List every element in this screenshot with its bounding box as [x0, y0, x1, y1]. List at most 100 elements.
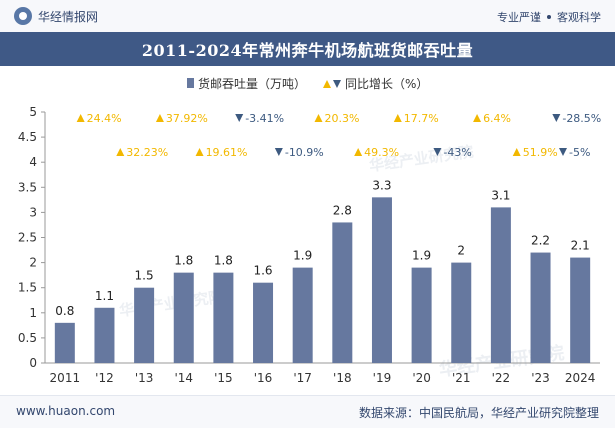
footer: www.huaon.com 数据来源：中国民航局，华经产业研究院整理 — [0, 395, 615, 428]
growth-down-triangle-icon — [235, 114, 244, 122]
title-bar: 2011-2024年常州奔牛机场航班货邮吞吐量 — [0, 32, 615, 66]
brand: 华经情报网 — [14, 7, 98, 25]
chart-title: 2011-2024年常州奔牛机场航班货邮吞吐量 — [141, 41, 474, 60]
x-tick-label: '21 — [452, 371, 471, 385]
bar — [411, 267, 432, 363]
growth-label: -5% — [569, 146, 590, 159]
x-tick-label: '20 — [412, 371, 431, 385]
bar-value-label: 1.8 — [214, 254, 233, 268]
bar — [451, 262, 472, 363]
growth-label: 32.23% — [126, 146, 168, 159]
watermark-text: 华经产业研究院 — [118, 288, 224, 320]
x-tick-label: '23 — [531, 371, 550, 385]
x-tick-label: '16 — [254, 371, 273, 385]
bar — [253, 282, 274, 363]
y-tick-label: 3 — [29, 205, 37, 219]
bar — [332, 222, 353, 363]
bar — [213, 272, 234, 363]
bar — [292, 267, 313, 363]
growth-label: 24.4% — [87, 112, 122, 125]
bar-value-label: 2 — [457, 244, 465, 258]
growth-label: 19.61% — [206, 146, 248, 159]
y-tick-label: 3.5 — [18, 180, 37, 194]
x-tick-label: '17 — [293, 371, 312, 385]
bar — [530, 252, 551, 363]
bar-value-label: 3.3 — [372, 178, 391, 192]
y-tick-label: 4 — [29, 155, 37, 169]
growth-label: -3.41% — [245, 112, 284, 125]
top-bar: 华经情报网 专业严谨 客观科学 — [0, 0, 615, 32]
growth-down-triangle-icon — [552, 114, 561, 122]
y-tick-label: 0.5 — [18, 331, 37, 345]
y-tick-label: 2 — [29, 256, 37, 270]
growth-up-triangle-icon — [116, 148, 125, 156]
legend-series-bar: 货邮吞吐量（万吨） — [198, 76, 306, 91]
growth-up-triangle-icon — [76, 114, 85, 122]
growth-label: -28.5% — [562, 112, 601, 125]
brand-name: 华经情报网 — [38, 9, 99, 24]
bar — [173, 272, 194, 363]
x-tick-label: 2011 — [50, 371, 81, 385]
x-tick-label: '12 — [95, 371, 114, 385]
bar — [94, 307, 115, 363]
bar-value-label: 2.2 — [531, 234, 550, 248]
bar-value-label: 2.1 — [571, 239, 590, 253]
legend-down-triangle-icon — [333, 80, 341, 88]
bar-value-label: 1.5 — [135, 269, 154, 283]
y-tick-label: 1 — [29, 306, 37, 320]
bar — [570, 257, 591, 363]
growth-label: -43% — [443, 146, 471, 159]
bar-chart: 华经产业研究院华经产业研究院华经产业研究院 货邮吞吐量（万吨）同比增长（%） 0… — [18, 76, 601, 385]
x-tick-label: '13 — [135, 371, 154, 385]
growth-label: 6.4% — [483, 112, 511, 125]
growth-down-triangle-icon — [433, 148, 442, 156]
growth-up-triangle-icon — [155, 114, 164, 122]
bar-value-label: 3.1 — [491, 188, 510, 202]
x-tick-label: '19 — [373, 371, 392, 385]
growth-up-triangle-icon — [314, 114, 323, 122]
legend-up-triangle-icon — [323, 80, 331, 88]
growth-up-triangle-icon — [393, 114, 402, 122]
growth-label: 17.7% — [404, 112, 439, 125]
growth-up-triangle-icon — [473, 114, 482, 122]
growth-up-triangle-icon — [512, 148, 521, 156]
x-tick-label: '15 — [214, 371, 233, 385]
x-tick-label: '14 — [174, 371, 193, 385]
brand-logo-icon — [14, 7, 32, 25]
bullet-dot-icon — [547, 15, 551, 19]
growth-label: 49.3% — [364, 146, 399, 159]
x-tick-label: 2024 — [565, 371, 596, 385]
tagline-left: 专业严谨 — [497, 11, 541, 24]
bar-value-label: 0.8 — [55, 304, 74, 318]
y-tick-label: 5 — [29, 105, 37, 119]
bar — [134, 287, 155, 363]
growth-label: 20.3% — [325, 112, 360, 125]
footer-website: www.huaon.com — [16, 404, 116, 418]
bar — [490, 207, 511, 363]
bar — [54, 322, 75, 363]
bar-value-label: 1.9 — [293, 249, 312, 263]
legend-bar-swatch — [187, 78, 194, 88]
bar — [371, 197, 392, 363]
growth-label: 37.92% — [166, 112, 208, 125]
tagline-right: 客观科学 — [557, 11, 601, 24]
growth-label: 51.9% — [523, 146, 558, 159]
x-tick-label: '22 — [492, 371, 511, 385]
growth-up-triangle-icon — [354, 148, 363, 156]
legend-series-growth: 同比增长（%） — [345, 77, 428, 91]
bar-value-label: 1.9 — [412, 249, 431, 263]
bar-value-label: 1.8 — [174, 254, 193, 268]
bar-value-label: 2.8 — [333, 203, 352, 217]
y-tick-label: 0 — [29, 356, 37, 370]
bar-value-label: 1.1 — [95, 289, 114, 303]
growth-label: -10.9% — [285, 146, 324, 159]
y-tick-label: 1.5 — [18, 281, 37, 295]
growth-down-triangle-icon — [559, 148, 567, 156]
bar-value-label: 1.6 — [253, 264, 272, 278]
footer-source: 数据来源：中国民航局，华经产业研究院整理 — [358, 406, 599, 420]
tagline: 专业严谨 客观科学 — [497, 9, 601, 25]
growth-up-triangle-icon — [195, 148, 204, 156]
x-tick-label: '18 — [333, 371, 352, 385]
y-tick-label: 2.5 — [18, 231, 37, 245]
